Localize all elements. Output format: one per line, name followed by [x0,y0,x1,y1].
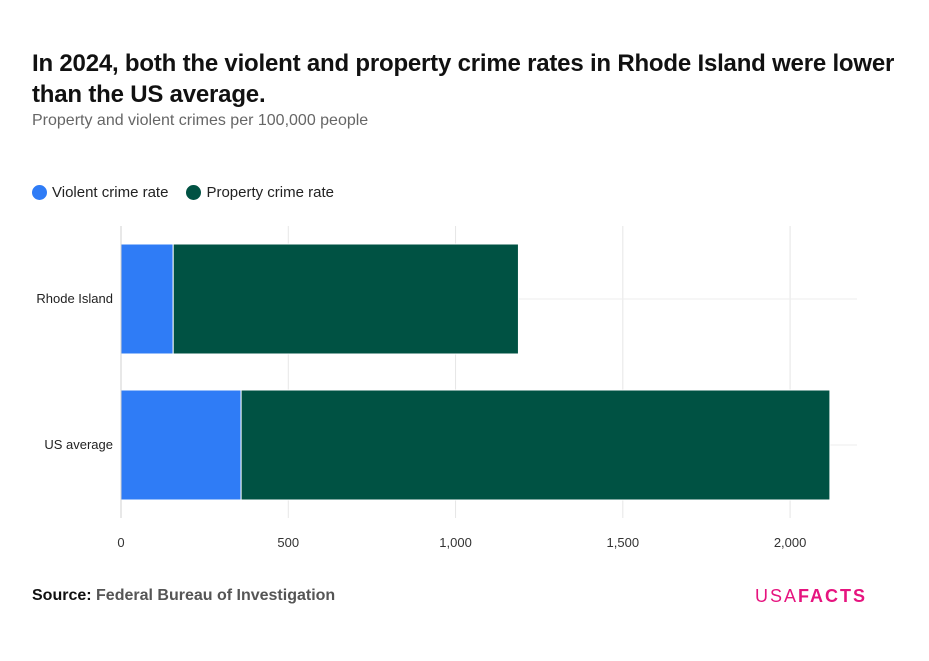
chart-subtitle: Property and violent crimes per 100,000 … [32,112,369,129]
x-tick-label: 0 [117,535,124,550]
bar-violent [120,389,242,501]
y-category-label: Rhode Island [36,291,113,306]
x-tick-label: 500 [277,535,299,550]
bar-property [240,389,831,501]
logo-text-facts: FACTS [798,586,868,606]
source-value: Federal Bureau of Investigation [96,587,336,604]
logo-text-usa: USA [755,586,799,606]
legend-swatch-property [186,185,202,200]
legend-label-property: Property crime rate [206,184,334,201]
legend-label-violent: Violent crime rate [52,184,169,201]
legend-swatch-violent [32,185,47,200]
chart-legend: Violent crime rate Property crime rate [32,184,352,201]
source-label: Source: [32,587,92,604]
x-tick-label: 2,000 [774,535,807,550]
legend-item-property: Property crime rate [186,184,334,201]
source-line: Source: Federal Bureau of Investigation [32,587,335,605]
x-tick-label: 1,500 [607,535,640,550]
usafacts-logo: USAFACTS [755,586,867,607]
legend-item-violent: Violent crime rate [32,184,168,201]
bar-property [172,243,519,355]
chart-title: In 2024, both the violent and property c… [32,50,895,108]
y-category-label: US average [44,437,113,452]
bar-chart: 0 500 1,000 1,500 2,000 Rhode Island US averag… [36,226,857,550]
bar-violent [120,243,174,355]
x-tick-label: 1,000 [439,535,472,550]
